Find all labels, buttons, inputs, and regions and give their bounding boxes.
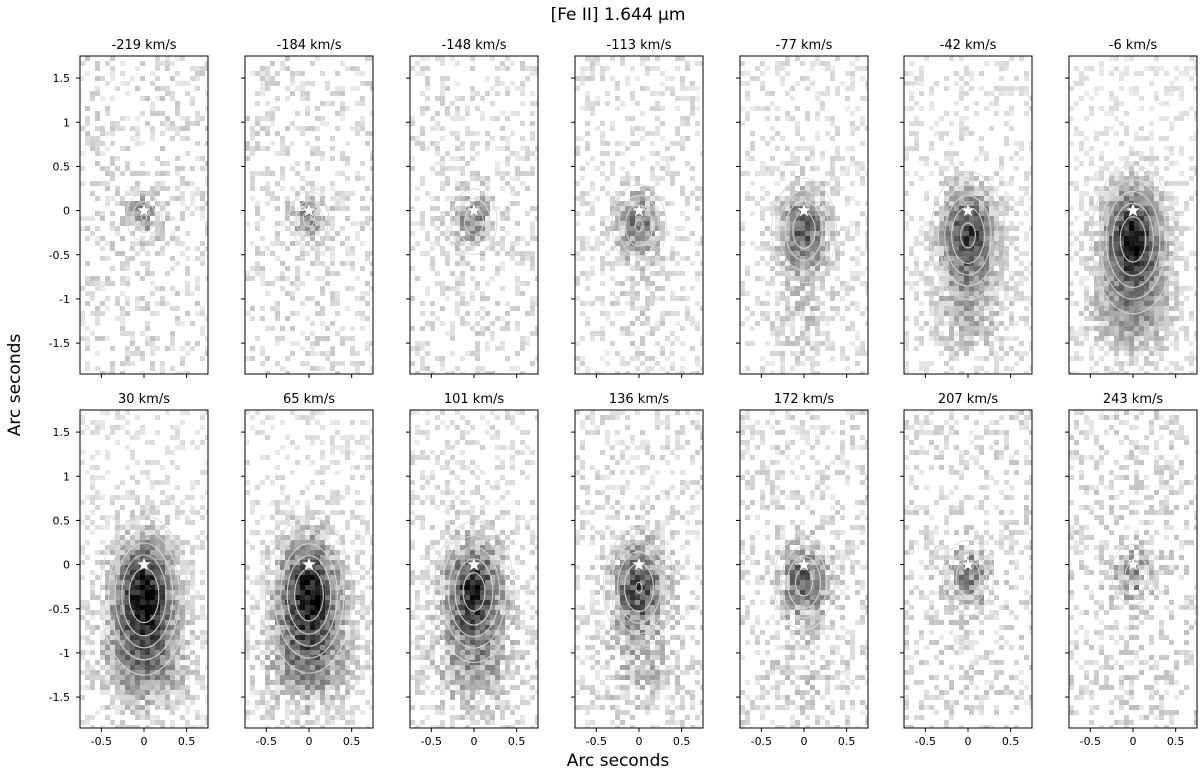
panel-velocity-label: 172 km/s — [774, 392, 835, 407]
y-tick-label: -1 — [59, 293, 70, 306]
y-tick-label: 0 — [63, 559, 70, 572]
channel-image — [1069, 56, 1197, 374]
star-marker — [630, 555, 648, 572]
x-tick-label: -0.5 — [256, 735, 277, 748]
channel-panel: 243 km/s -0.5 0 0.5 — [1065, 392, 1198, 748]
channel-panel: 101 km/s -0.5 0 0.5 — [406, 392, 539, 748]
star-marker — [465, 555, 483, 572]
star-marker — [959, 555, 977, 572]
channel-panel: 172 km/s -0.5 0 0.5 — [736, 392, 869, 748]
x-tick-label: 0 — [1130, 735, 1137, 748]
panel-velocity-label: -184 km/s — [277, 38, 342, 53]
x-tick-label: -0.5 — [751, 735, 772, 748]
y-tick-label: -1.5 — [49, 337, 70, 350]
channel-image — [410, 410, 538, 728]
panel-velocity-label: -219 km/s — [112, 38, 177, 53]
panel-velocity-label: -148 km/s — [442, 38, 507, 53]
x-tick-label: -0.5 — [915, 735, 936, 748]
channel-panel: -113 km/s — [571, 38, 704, 378]
star-marker — [300, 201, 318, 218]
star-marker — [1124, 201, 1142, 218]
panel-velocity-label: 207 km/s — [938, 392, 999, 407]
star-marker — [795, 201, 813, 218]
y-tick-label: 0.5 — [53, 160, 71, 173]
panel-velocity-label: 136 km/s — [609, 392, 670, 407]
star-marker — [959, 201, 977, 218]
panel-velocity-label: 101 km/s — [444, 392, 505, 407]
y-tick-label: 0.5 — [53, 514, 71, 527]
channel-image — [245, 56, 373, 374]
star-marker — [135, 555, 153, 572]
y-tick-label: -1.5 — [49, 691, 70, 704]
x-tick-label: 0 — [471, 735, 478, 748]
channel-panel: 65 km/s -0.5 0 0.5 — [241, 392, 374, 748]
star-marker — [795, 555, 813, 572]
y-tick-label: -1 — [59, 647, 70, 660]
channel-panel: 30 km/s -1.5 -1 -0.5 0 0.5 1 1.5 -0.5 0 0.5 — [49, 392, 209, 748]
panel-velocity-label: 243 km/s — [1103, 392, 1164, 407]
channel-panel: 136 km/s -0.5 0 0.5 — [571, 392, 704, 748]
y-tick-label: -0.5 — [49, 603, 70, 616]
x-tick-label: 0.5 — [673, 735, 691, 748]
channel-image — [245, 410, 373, 728]
x-tick-label: 0 — [636, 735, 643, 748]
y-axis-label: Arc seconds — [5, 334, 25, 437]
y-tick-label: 1 — [63, 116, 70, 129]
panel-velocity-label: 30 km/s — [118, 392, 170, 407]
star-marker — [465, 201, 483, 218]
x-axis-label: Arc seconds — [567, 751, 670, 770]
panel-velocity-label: -42 km/s — [940, 38, 997, 53]
x-tick-label: 0.5 — [1002, 735, 1020, 748]
x-tick-label: 0 — [801, 735, 808, 748]
channel-image — [904, 410, 1032, 728]
channel-panel: -184 km/s — [241, 38, 374, 378]
panel-velocity-label: -6 km/s — [1109, 38, 1158, 53]
x-tick-label: 0.5 — [343, 735, 361, 748]
channel-panel: 207 km/s -0.5 0 0.5 — [900, 392, 1033, 748]
panel-velocity-label: 65 km/s — [283, 392, 335, 407]
star-marker — [135, 201, 153, 218]
channel-panel: -148 km/s — [406, 38, 539, 378]
x-tick-label: 0 — [141, 735, 148, 748]
channel-image — [575, 56, 703, 374]
channel-image — [80, 56, 208, 374]
x-tick-label: -0.5 — [91, 735, 112, 748]
y-tick-label: 1.5 — [53, 72, 71, 85]
x-tick-label: 0 — [306, 735, 313, 748]
channel-panel: -6 km/s — [1065, 38, 1198, 378]
star-marker — [630, 201, 648, 218]
channel-image — [410, 56, 538, 374]
x-tick-label: -0.5 — [586, 735, 607, 748]
channel-panel: -219 km/s -1.5 -1 -0.5 0 0.5 1 1.5 — [49, 38, 209, 378]
y-tick-label: -0.5 — [49, 249, 70, 262]
star-marker — [300, 555, 318, 572]
x-tick-label: 0.5 — [1167, 735, 1185, 748]
x-tick-label: 0 — [965, 735, 972, 748]
channel-image — [740, 56, 868, 374]
channel-image — [1069, 410, 1197, 728]
channel-image — [80, 410, 208, 728]
channel-image — [575, 410, 703, 728]
figure-title: [Fe II] 1.644 µm — [551, 5, 686, 25]
channel-panel: -77 km/s — [736, 38, 869, 378]
panel-velocity-label: -113 km/s — [607, 38, 672, 53]
y-tick-label: 1 — [63, 470, 70, 483]
star-marker — [1124, 555, 1142, 572]
channel-panel: -42 km/s — [900, 38, 1033, 378]
channel-image — [740, 410, 868, 728]
panel-velocity-label: -77 km/s — [776, 38, 833, 53]
channel-image — [904, 56, 1032, 374]
x-tick-label: 0.5 — [508, 735, 526, 748]
y-tick-label: 0 — [63, 205, 70, 218]
panel-grid: -219 km/s -1.5 -1 -0.5 0 0.5 1 1.5 -184 km/s -148… — [49, 38, 1198, 748]
x-tick-label: -0.5 — [1080, 735, 1101, 748]
x-tick-label: -0.5 — [421, 735, 442, 748]
x-tick-label: 0.5 — [838, 735, 856, 748]
y-tick-label: 1.5 — [53, 426, 71, 439]
x-tick-label: 0.5 — [178, 735, 196, 748]
